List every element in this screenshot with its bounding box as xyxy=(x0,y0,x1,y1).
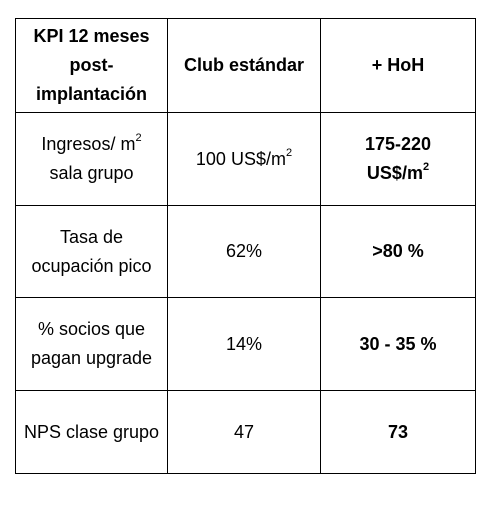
ocupacion-label-line-1: Tasa de xyxy=(59,226,124,247)
ingresos-hoh-line-2: US$/m xyxy=(366,163,423,183)
table-row-upgrade: % socios que pagan upgrade 14% 30 - 35 % xyxy=(15,297,476,391)
row-label-ingresos: Ingresos/ m2 sala grupo xyxy=(15,112,168,206)
header-kpi-line-1: KPI 12 meses xyxy=(33,26,150,46)
upgrade-standard-value: 14% xyxy=(167,297,321,391)
table-row-ingresos: Ingresos/ m2 sala grupo 100 US$/m2 175-2… xyxy=(15,112,476,206)
nps-hoh-value: 73 xyxy=(320,390,476,474)
ingresos-hoh-sup: 2 xyxy=(422,161,430,173)
table-header-row: KPI 12 meses post- implantación Club est… xyxy=(15,18,476,113)
upgrade-label-line-2: pagan upgrade xyxy=(30,348,153,368)
ingresos-label-line-1: Ingresos/ m xyxy=(41,134,136,154)
nps-standard-value: 47 xyxy=(167,390,321,474)
row-label-ocupacion: Tasa de ocupación pico xyxy=(15,205,168,298)
table-row-ocupacion: Tasa de ocupación pico 62% >80 % xyxy=(15,205,476,298)
upgrade-hoh-value: 30 - 35 % xyxy=(320,297,476,391)
upgrade-label-line-1: % socios que xyxy=(37,319,146,339)
row-label-nps: NPS clase grupo xyxy=(15,390,168,474)
ocupacion-label-line-2: ocupación pico xyxy=(31,255,152,276)
header-kpi: KPI 12 meses post- implantación xyxy=(15,18,168,113)
ingresos-standard-value: 100 US$/m2 xyxy=(167,112,321,206)
table-row-nps: NPS clase grupo 47 73 xyxy=(15,390,476,474)
header-kpi-line-2: post- xyxy=(69,55,114,75)
ocupacion-standard-value: 62% xyxy=(167,205,321,298)
header-club-estandar: Club estándar xyxy=(167,18,321,113)
ingresos-standard-sup: 2 xyxy=(285,146,293,159)
kpi-comparison-table: KPI 12 meses post- implantación Club est… xyxy=(15,18,476,474)
ocupacion-hoh-value: >80 % xyxy=(320,205,476,298)
ingresos-label-sup: 2 xyxy=(135,132,142,144)
ingresos-hoh-line-1: 175-220 xyxy=(364,134,432,154)
ingresos-standard-text: 100 US$/m xyxy=(195,148,286,169)
ingresos-hoh-value: 175-220 US$/m2 xyxy=(320,112,476,206)
header-kpi-line-3: implantación xyxy=(35,84,147,104)
header-hoh: + HoH xyxy=(320,18,476,113)
row-label-upgrade: % socios que pagan upgrade xyxy=(15,297,168,391)
ingresos-label-line-2: sala grupo xyxy=(49,163,134,183)
